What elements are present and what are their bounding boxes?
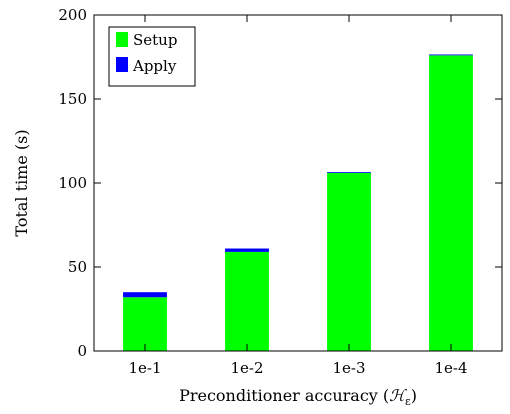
y-axis-label: Total time (s) xyxy=(12,129,31,236)
x-tick-label-1e-3: 1e-3 xyxy=(332,359,365,377)
y-tick-label-0: 0 xyxy=(77,342,87,360)
ticks-group: 0 50 100 150 200 1e-1 1e-2 1e-3 1e-4 xyxy=(58,6,502,377)
x-axis-label-prefix: Preconditioner accuracy ( xyxy=(179,386,389,405)
bar-setup-1e-2 xyxy=(225,251,269,351)
bar-apply-1e-1 xyxy=(123,292,167,298)
bar-setup-1e-4 xyxy=(429,55,473,351)
legend-swatch-apply xyxy=(116,57,128,72)
x-axis-label-symbol: ℋ xyxy=(389,386,407,405)
x-axis-label: Preconditioner accuracy (ℋε) xyxy=(179,386,417,408)
x-tick-label-1e-2: 1e-2 xyxy=(230,359,263,377)
legend-swatch-setup xyxy=(116,32,128,47)
bar-setup-1e-3 xyxy=(327,172,371,351)
bar-setup-1e-1 xyxy=(123,297,167,351)
y-tick-label-4: 200 xyxy=(58,6,87,24)
bar-apply-1e-2 xyxy=(225,248,269,252)
y-tick-label-2: 100 xyxy=(58,174,87,192)
legend-label-setup: Setup xyxy=(133,31,177,49)
y-tick-label-1: 50 xyxy=(68,258,87,276)
x-axis-label-subscript: ε xyxy=(405,395,411,408)
legend-box xyxy=(108,26,196,87)
legend-label-apply: Apply xyxy=(132,57,177,75)
bars-group xyxy=(123,54,473,351)
bar-apply-1e-3 xyxy=(327,172,371,173)
legend: Setup Apply xyxy=(108,26,196,87)
x-axis-label-suffix: ) xyxy=(411,386,417,405)
bar-apply-1e-4 xyxy=(429,54,473,56)
x-tick-label-1e-1: 1e-1 xyxy=(128,359,161,377)
y-tick-label-3: 150 xyxy=(58,90,87,108)
x-tick-label-1e-4: 1e-4 xyxy=(434,359,467,377)
